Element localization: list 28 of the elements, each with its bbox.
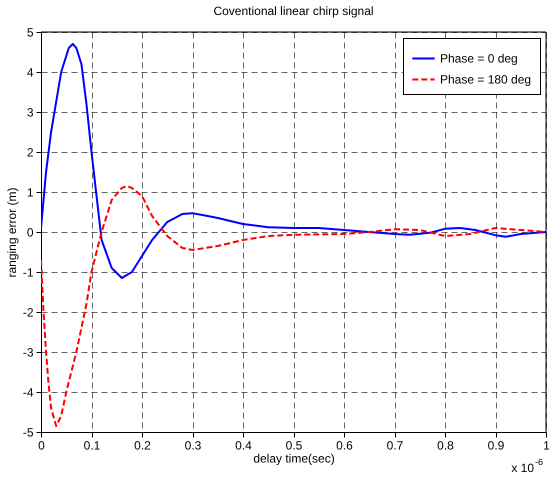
legend-label: Phase = 180 deg	[440, 72, 532, 86]
x-tick-label: 0.5	[286, 438, 303, 452]
y-tick-label: 0	[26, 226, 34, 240]
y-axis-title: ranging error (m)	[4, 187, 19, 278]
x-tick-label: 1	[543, 438, 550, 452]
x-tick-label: 0.1	[84, 438, 101, 452]
x-axis-title: delay time(sec)	[253, 452, 335, 466]
x-tick-label: 0.4	[235, 438, 252, 452]
y-tick-label: -4	[22, 386, 34, 400]
x-tick-label: 0.3	[184, 438, 202, 452]
y-tick-label: -1	[22, 266, 34, 280]
y-tick-label: 3	[26, 106, 34, 120]
y-tick-label: -5	[22, 426, 34, 440]
y-tick-label: 1	[26, 186, 34, 200]
y-tick-label: 2	[26, 146, 34, 160]
x-tick-label: 0	[38, 438, 46, 452]
chart-title: Coventional linear chirp signal	[213, 4, 374, 18]
x-tick-label: 0.2	[134, 438, 152, 452]
x-tick-label: 0.9	[488, 438, 505, 452]
y-tick-label: 4	[26, 66, 34, 80]
y-tick-label: 5	[26, 26, 34, 40]
x-tick-label: 0.7	[386, 438, 404, 452]
x-tick-label: 0.6	[336, 438, 354, 452]
y-tick-label: -3	[22, 346, 34, 360]
legend-label: Phase = 0 deg	[440, 52, 518, 66]
line-series	[41, 43, 546, 279]
y-tick-label: -2	[22, 306, 34, 320]
x-tick-label: 0.8	[437, 438, 454, 452]
